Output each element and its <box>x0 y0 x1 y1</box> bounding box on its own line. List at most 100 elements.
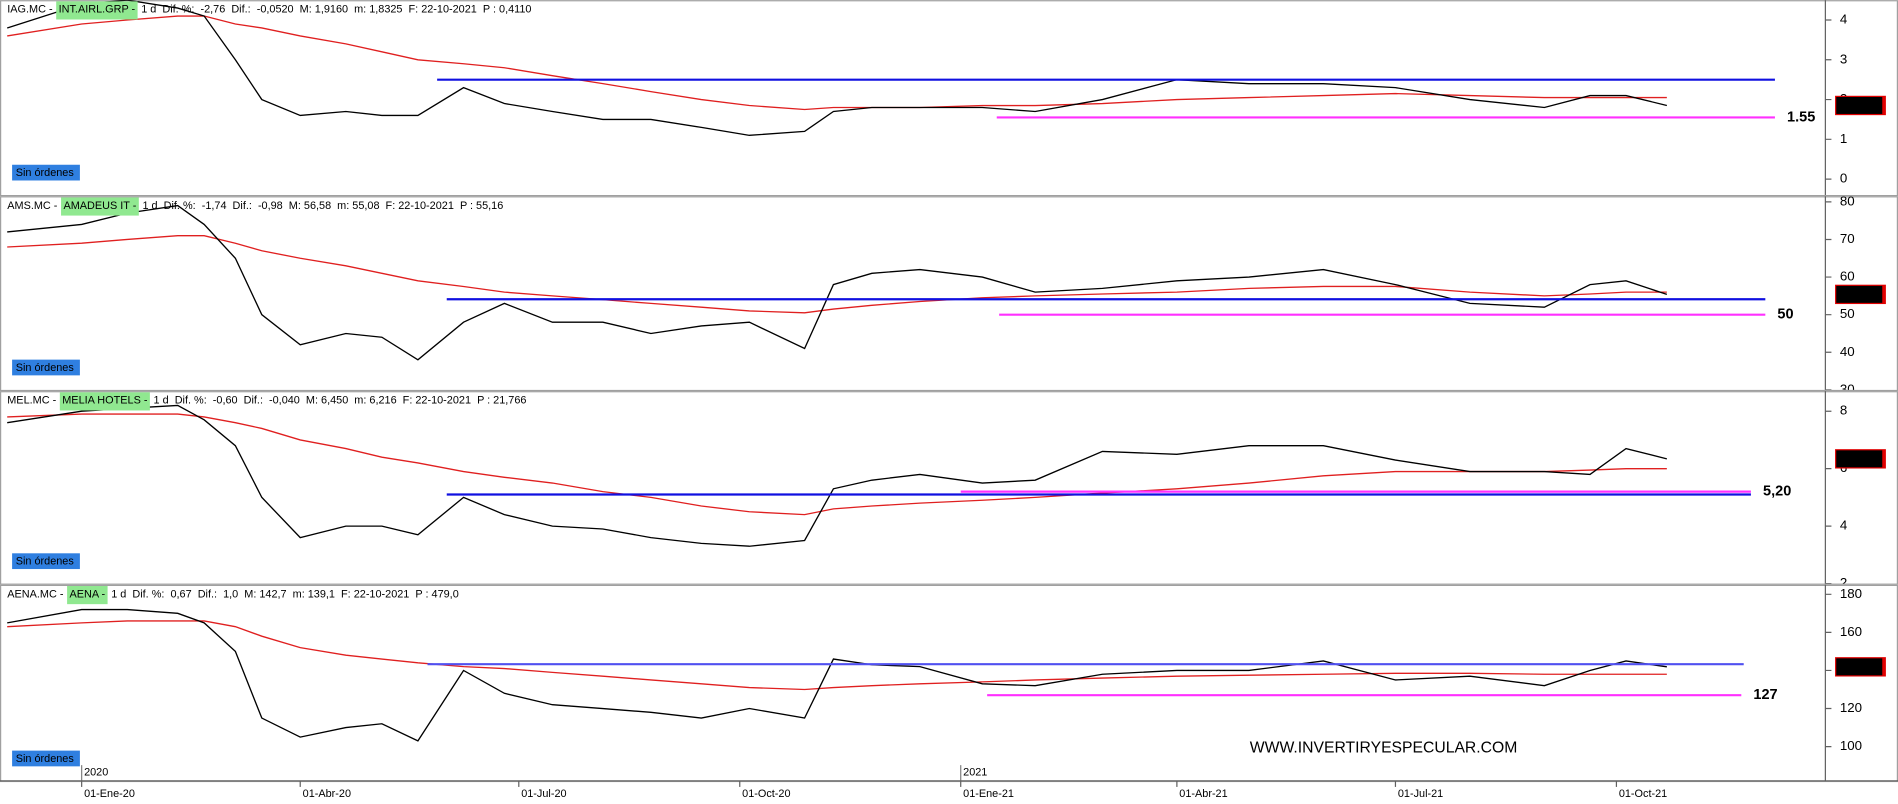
y-tick-label: 60 <box>1840 269 1855 284</box>
header-text: P : 0,4110 <box>483 4 532 16</box>
plot <box>7 404 1668 547</box>
y-tick-label: 30 <box>1840 381 1855 396</box>
header-highlight <box>61 197 139 216</box>
header-text: F: 22-10-2021 <box>403 395 471 407</box>
y-tick-label: 50 <box>1840 306 1855 321</box>
support-label: 5,20 <box>1763 483 1791 499</box>
header-text: M: 1,9160 <box>300 4 348 16</box>
y-tick-label: 2 <box>1840 575 1847 590</box>
price-line <box>7 413 1667 516</box>
last-price-label: 141,9 <box>1843 658 1876 673</box>
button-bg[interactable] <box>12 750 80 767</box>
last-price-label: 1,8515 <box>1839 97 1880 112</box>
x-tick-label: 01-Ene-20 <box>84 788 135 800</box>
header-text: -0,98 <box>258 200 283 212</box>
panel-frame <box>0 391 1898 585</box>
y-tick-label: 4 <box>1840 518 1847 533</box>
panel-frame <box>0 0 1898 197</box>
y-tick-label: 3 <box>1840 51 1847 66</box>
header-text: 1 d <box>141 4 156 16</box>
header-text: m: 1,8325 <box>354 4 402 16</box>
header-text: P : 55,16 <box>460 200 503 212</box>
header-text: F: 22-10-2021 <box>409 4 477 16</box>
button[interactable]: Sin órdenes <box>16 556 75 568</box>
year-label: 2020 <box>84 766 108 778</box>
header-text: IAG.MC - <box>7 4 53 16</box>
header-text: Dif. %: <box>175 395 207 407</box>
last-price-label: 55,4 <box>1846 286 1872 301</box>
header-text: AENA.MC - <box>7 588 64 600</box>
header-text: Dif.: <box>198 588 217 600</box>
header-text: -0,60 <box>213 395 238 407</box>
header-text: 1,0 <box>223 588 238 600</box>
header-text: -2,76 <box>200 4 225 16</box>
button[interactable]: Sin órdenes <box>16 362 75 374</box>
header-text: m: 139,1 <box>293 588 335 600</box>
last-price-box <box>1836 450 1883 468</box>
header-text: MEL.MC - <box>7 395 56 407</box>
y-tick-label: 40 <box>1840 344 1855 359</box>
support-label: 127 <box>1753 687 1777 703</box>
header-text: 0,67 <box>170 588 191 600</box>
header-text: Dif.: <box>244 395 263 407</box>
price-line <box>7 15 1667 111</box>
button[interactable]: Sin órdenes <box>16 167 75 179</box>
price-line <box>7 620 1667 691</box>
header-text: -0,040 <box>269 395 300 407</box>
button-bg[interactable] <box>12 164 80 181</box>
header-text: INT.AIRL.GRP - <box>59 4 136 16</box>
price-line <box>7 204 1668 361</box>
header-text: AMADEUS IT - <box>63 200 136 212</box>
last-price-box <box>1836 285 1883 303</box>
header-text: Dif.: <box>231 4 250 16</box>
header-text: P : 21,766 <box>477 395 526 407</box>
header-text: F: 22-10-2021 <box>386 200 454 212</box>
plot <box>6 0 1668 137</box>
last-price-box <box>1836 658 1883 676</box>
y-tick-label: 0 <box>1840 171 1847 186</box>
last-price-box <box>1836 96 1883 114</box>
axis: 30 40 50 60 70 80 <box>1825 193 1855 396</box>
header-text: F: 22-10-2021 <box>341 588 409 600</box>
header-text: M: 142,7 <box>244 588 286 600</box>
header-text: -0,0520 <box>257 4 294 16</box>
x-tick-label: 01-Abr-20 <box>303 788 351 800</box>
header-text: -1,74 <box>202 200 227 212</box>
x-tick-label: 01-Jul-20 <box>521 788 566 800</box>
header-text: MELIA HOTELS - <box>62 395 148 407</box>
header-text: m: 6,216 <box>354 395 396 407</box>
header-highlight <box>59 392 150 411</box>
y-tick-label: 1 <box>1840 131 1847 146</box>
header-text: Dif. %: <box>132 588 164 600</box>
support-label: 50 <box>1777 307 1793 323</box>
x-tick-label: 01-Ene-21 <box>963 788 1014 800</box>
watermark: WWW.INVERTIRYESPECULAR.COM <box>1250 739 1518 756</box>
plot <box>7 204 1668 361</box>
year-label: 2021 <box>963 766 987 778</box>
price-line <box>7 608 1667 742</box>
price-line <box>6 0 1668 137</box>
y-tick-label: 80 <box>1840 193 1855 208</box>
header-text: Dif. %: <box>164 200 196 212</box>
y-tick-label: 120 <box>1840 700 1862 715</box>
y-tick-label: 180 <box>1840 586 1862 601</box>
y-tick-label: 4 <box>1840 12 1847 27</box>
y-tick-label: 160 <box>1840 624 1862 639</box>
last-price-label: 6,342 <box>1843 450 1876 465</box>
header-text: 1 d <box>142 200 157 212</box>
plot <box>7 608 1667 742</box>
header-text: M: 6,450 <box>306 395 348 407</box>
price-line <box>7 235 1667 314</box>
x-tick-label: 01-Abr-21 <box>1179 788 1227 800</box>
button[interactable]: Sin órdenes <box>16 753 75 765</box>
header-text: 1 d <box>154 395 169 407</box>
x-tick-label: 01-Oct-21 <box>1619 788 1667 800</box>
header-text: Dif.: <box>233 200 252 212</box>
header-text: AMS.MC - <box>7 200 58 212</box>
header-text: m: 55,08 <box>337 200 379 212</box>
button-bg[interactable] <box>12 359 80 376</box>
button-bg[interactable] <box>12 553 80 570</box>
y-tick-label: 8 <box>1840 403 1847 418</box>
